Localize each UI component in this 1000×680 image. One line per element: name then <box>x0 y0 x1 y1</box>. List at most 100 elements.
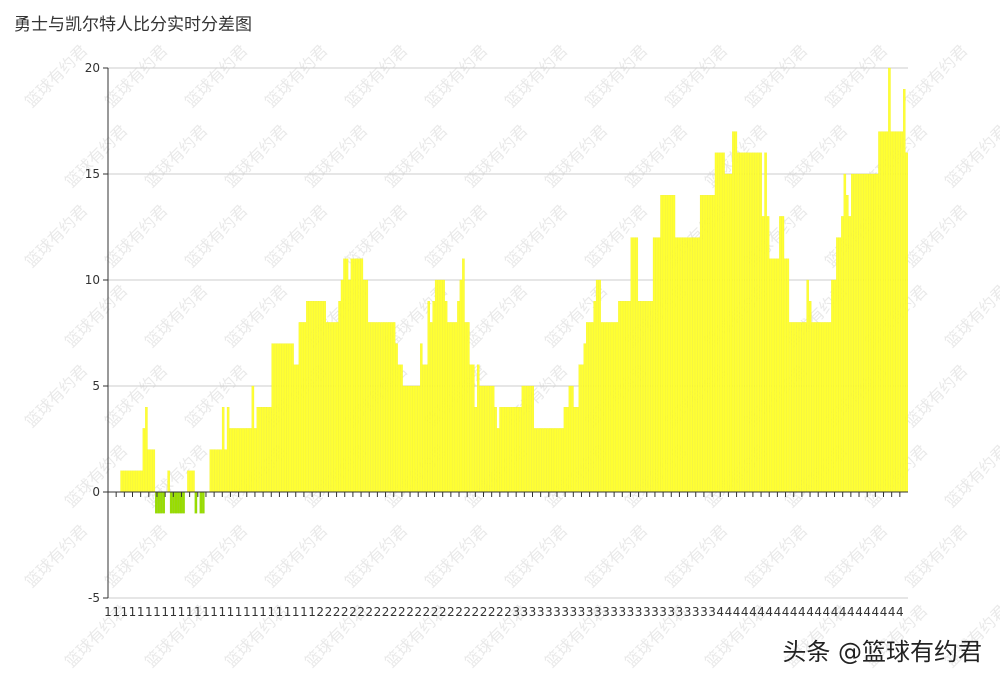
bar <box>397 364 401 493</box>
watermark-text: 篮球有约君 <box>461 121 531 191</box>
watermark-text: 篮球有约君 <box>181 361 251 431</box>
bar <box>623 301 626 493</box>
watermark-text: 篮球有约君 <box>901 361 971 431</box>
bar <box>638 301 641 493</box>
x-tick-label: 4 <box>823 605 831 619</box>
bar <box>657 237 661 493</box>
bar <box>486 385 490 493</box>
x-tick-label: 1 <box>243 605 251 619</box>
bar <box>444 301 448 493</box>
bar <box>360 258 364 493</box>
bar <box>727 173 730 493</box>
x-tick-label: 3 <box>659 605 667 619</box>
bar <box>167 470 170 493</box>
bar <box>484 385 487 493</box>
bar <box>457 301 460 493</box>
watermark-text: 篮球有约君 <box>901 41 971 111</box>
watermark-text: 篮球有约君 <box>141 281 211 351</box>
bar <box>298 322 302 493</box>
bar <box>749 152 752 493</box>
bar <box>551 428 554 493</box>
bar <box>234 428 237 493</box>
watermark-text: 篮球有约君 <box>461 281 531 351</box>
watermark-text: 篮球有约君 <box>181 201 251 271</box>
bar <box>516 407 520 493</box>
bar <box>836 237 839 493</box>
bar <box>343 258 346 493</box>
watermark-text: 篮球有约君 <box>821 41 891 111</box>
bar <box>377 322 381 493</box>
bar <box>249 428 252 493</box>
bar <box>818 322 822 493</box>
bar <box>838 237 842 493</box>
bar <box>766 216 770 493</box>
bar <box>127 470 131 493</box>
bar <box>395 343 398 493</box>
watermark-text: 篮球有约君 <box>741 521 811 591</box>
bar <box>422 364 426 493</box>
x-tick-label: 2 <box>488 605 496 619</box>
x-tick-label: 3 <box>512 605 520 619</box>
bar <box>739 152 743 493</box>
bar <box>573 407 577 493</box>
x-tick-label: 3 <box>667 605 675 619</box>
bar <box>452 322 455 493</box>
watermark-text: 篮球有约君 <box>261 521 331 591</box>
x-tick-label: 4 <box>733 605 741 619</box>
bar <box>558 428 562 493</box>
y-tick-label: -5 <box>88 591 100 605</box>
x-tick-label: 4 <box>749 605 757 619</box>
bar <box>734 131 738 493</box>
bar <box>427 301 430 493</box>
bar <box>640 301 643 493</box>
bar <box>655 237 658 493</box>
bar <box>893 131 896 493</box>
bar <box>868 173 871 493</box>
bar <box>588 322 591 493</box>
bar <box>348 279 351 493</box>
x-tick-label: 2 <box>316 605 324 619</box>
bar <box>239 428 242 493</box>
bar <box>598 279 601 493</box>
x-tick-label: 3 <box>545 605 553 619</box>
bar <box>687 237 691 493</box>
watermark-text: 篮球有约君 <box>21 521 91 591</box>
bar <box>226 407 230 493</box>
x-tick-label: 3 <box>627 605 635 619</box>
bar <box>368 322 371 493</box>
bar <box>229 428 232 493</box>
x-tick-label: 1 <box>194 605 202 619</box>
bar <box>781 216 785 493</box>
bar <box>447 322 450 493</box>
x-tick-label: 4 <box>806 605 814 619</box>
bar <box>900 131 904 493</box>
bar <box>779 216 782 493</box>
bar <box>717 152 720 493</box>
watermark-text: 篮球有约君 <box>501 41 571 111</box>
bar <box>152 449 156 493</box>
bar <box>160 491 163 514</box>
bar <box>236 428 240 493</box>
bar <box>524 385 527 493</box>
bar <box>221 407 225 493</box>
bar <box>125 470 128 493</box>
x-tick-label: 3 <box>618 605 626 619</box>
bar <box>553 428 557 493</box>
bar <box>464 322 468 493</box>
x-tick-label: 2 <box>365 605 373 619</box>
bar <box>410 385 413 493</box>
bar <box>286 343 289 493</box>
bar <box>261 407 265 493</box>
bar <box>833 279 837 493</box>
x-tick-label: 4 <box>741 605 749 619</box>
bar <box>873 173 876 493</box>
bar <box>462 258 465 493</box>
bar <box>843 173 847 493</box>
bar <box>786 258 790 493</box>
bar <box>251 385 255 493</box>
x-tick-label: 2 <box>333 605 341 619</box>
watermark-text: 篮球有约君 <box>941 121 1000 191</box>
watermark-text: 篮球有约君 <box>341 41 411 111</box>
bar <box>709 195 713 493</box>
bar <box>548 428 552 493</box>
